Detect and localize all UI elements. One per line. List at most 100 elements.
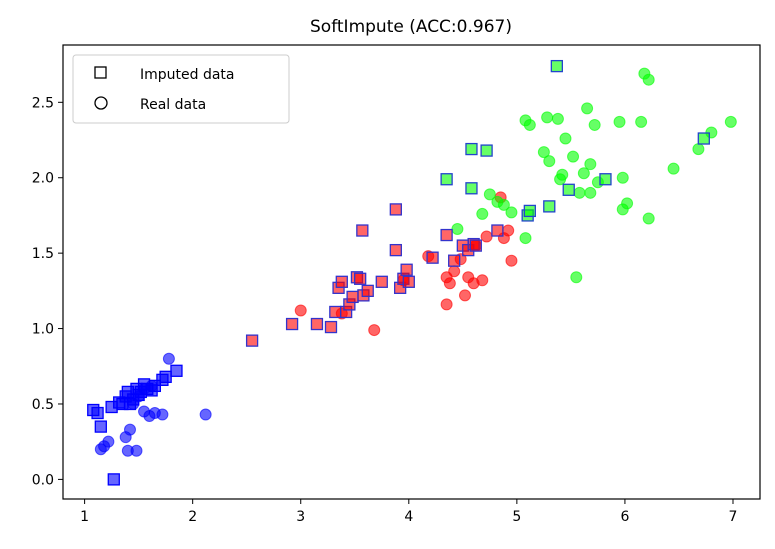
imputed-data-point	[465, 142, 478, 156]
imputed-data-point	[480, 144, 493, 157]
real-data-point	[613, 115, 626, 128]
imputed-data-point	[94, 420, 107, 433]
real-data-point	[559, 132, 572, 145]
real-data-point	[551, 112, 564, 125]
real-data-point	[440, 298, 453, 311]
real-data-point	[724, 115, 737, 128]
imputed-data-point	[324, 320, 338, 334]
imputed-data-point	[523, 204, 536, 218]
real-data-point	[102, 435, 115, 448]
imputed-data-point	[543, 200, 556, 213]
plot-frame	[62, 44, 761, 500]
real-data-point	[588, 118, 601, 131]
y-tick-label: 2.0	[32, 171, 54, 187]
real-data-point	[451, 223, 464, 236]
imputed-data-point	[550, 59, 563, 73]
real-data-point	[443, 277, 456, 290]
imputed-data-point	[562, 183, 575, 196]
real-data-point	[480, 230, 493, 243]
real-data-point	[523, 118, 536, 131]
real-data-point	[476, 207, 489, 220]
legend-circle-marker	[94, 96, 108, 110]
legend: Imputed data Real data	[72, 54, 290, 124]
real-data-point	[541, 111, 554, 124]
real-data-point	[199, 408, 212, 421]
real-data-point	[497, 198, 510, 211]
real-data-point	[130, 444, 143, 457]
y-tick-label: 1.0	[32, 322, 54, 338]
y-tick-label: 0.0	[32, 472, 54, 488]
x-tick-label: 6	[620, 509, 629, 525]
imputed-data-point	[356, 224, 369, 237]
real-data-point	[692, 143, 705, 156]
real-data-point	[476, 274, 489, 287]
real-data-point	[156, 408, 169, 421]
real-data-point	[123, 423, 136, 436]
imputed-data-point	[389, 243, 402, 257]
imputed-data-point	[402, 275, 415, 288]
real-data-point	[577, 167, 590, 180]
imputed-data-point	[170, 364, 183, 377]
real-data-point	[642, 212, 655, 225]
real-data-point	[543, 155, 556, 168]
real-data-point	[584, 158, 597, 171]
real-data-point	[294, 304, 307, 317]
imputed-data-point	[426, 251, 439, 264]
real-data-point	[483, 188, 496, 201]
real-data-point	[616, 171, 629, 184]
real-data-point	[567, 150, 580, 163]
y-tick-label: 1.5	[32, 246, 54, 262]
imputed-data-point	[599, 173, 612, 186]
imputed-data-point	[697, 132, 710, 145]
real-data-point	[581, 102, 594, 115]
real-data-point	[570, 271, 583, 284]
real-data-point	[505, 206, 518, 219]
x-tick-label: 3	[296, 509, 305, 525]
real-data-point	[458, 289, 471, 302]
real-data-point	[584, 186, 597, 199]
imputed-data-point	[440, 228, 453, 242]
imputed-data-point	[107, 473, 120, 486]
imputed-data-point	[354, 272, 367, 285]
x-tick-label: 4	[404, 509, 413, 525]
imputed-data-point	[440, 173, 453, 186]
real-data-point	[368, 324, 381, 337]
imputed-data-point	[245, 334, 259, 347]
imputed-data-point	[400, 263, 413, 276]
x-tick-label: 1	[80, 509, 89, 525]
legend-square-marker	[94, 66, 107, 79]
real-data-point	[667, 162, 680, 175]
legend-label-real: Real data	[140, 97, 206, 113]
y-tick-label: 2.5	[32, 95, 54, 111]
chart-title: SoftImpute (ACC:0.967)	[310, 17, 512, 37]
axes: 1 2 3 4 5 6 7 0.0 0.5 1.0 1.5 2.0 2.5	[32, 95, 738, 525]
imputed-data-point	[329, 305, 342, 319]
imputed-data-point	[335, 275, 348, 288]
legend-label-imputed: Imputed data	[140, 67, 235, 83]
x-tick-label: 7	[729, 509, 738, 525]
imputed-data-point	[469, 239, 482, 252]
plot-area	[87, 59, 737, 486]
real-data-point	[642, 73, 655, 86]
imputed-data-point	[346, 290, 359, 304]
real-data-point	[448, 265, 461, 278]
y-tick-label: 0.5	[32, 397, 54, 413]
imputed-data-point	[448, 254, 461, 267]
real-data-point	[519, 232, 532, 245]
real-data-point	[556, 168, 569, 181]
imputed-data-point	[285, 317, 299, 331]
x-tick-label: 2	[188, 509, 197, 525]
real-data-point	[621, 197, 634, 210]
imputed-data-point	[91, 406, 104, 420]
imputed-data-point	[310, 317, 324, 331]
real-data-point	[573, 186, 586, 199]
imputed-data-point	[389, 203, 402, 216]
imputed-data-point	[465, 182, 478, 195]
imputed-data-point	[361, 284, 374, 298]
imputed-data-point	[491, 224, 504, 237]
x-tick-label: 5	[512, 509, 521, 525]
real-data-point	[537, 146, 550, 159]
imputed-data-point	[159, 370, 172, 383]
imputed-data-point	[375, 275, 388, 288]
